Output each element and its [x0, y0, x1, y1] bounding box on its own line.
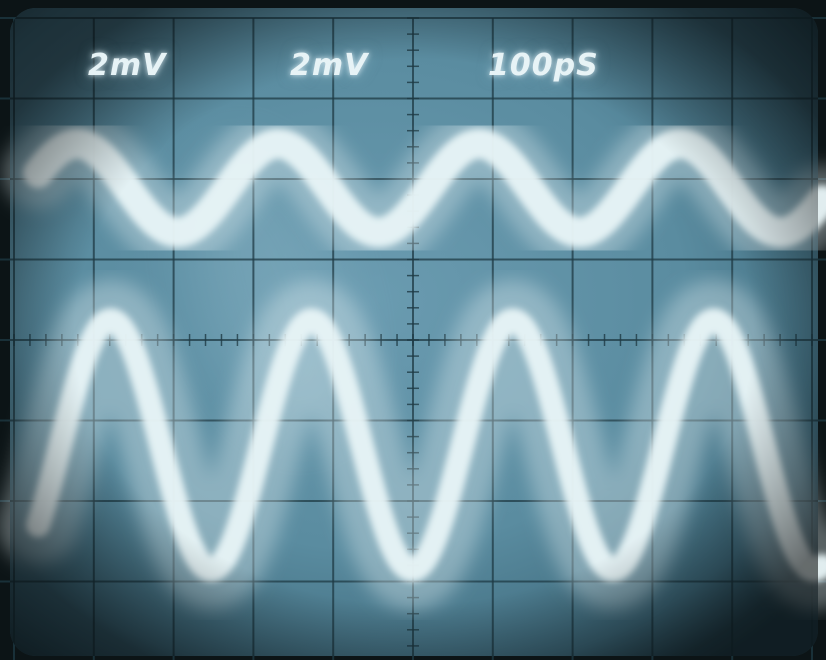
screen-vignette [10, 8, 818, 656]
channel1-scale-readout: 2mV [88, 48, 167, 83]
timebase-readout: 100pS [488, 48, 599, 83]
channel2-scale-readout: 2mV [290, 48, 369, 83]
